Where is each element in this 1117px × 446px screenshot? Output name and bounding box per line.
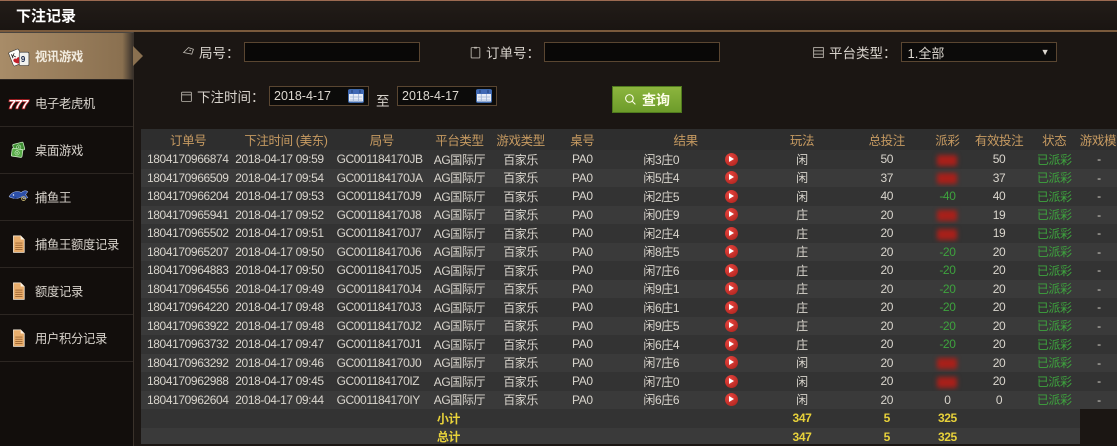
svg-text:777: 777	[8, 97, 29, 111]
